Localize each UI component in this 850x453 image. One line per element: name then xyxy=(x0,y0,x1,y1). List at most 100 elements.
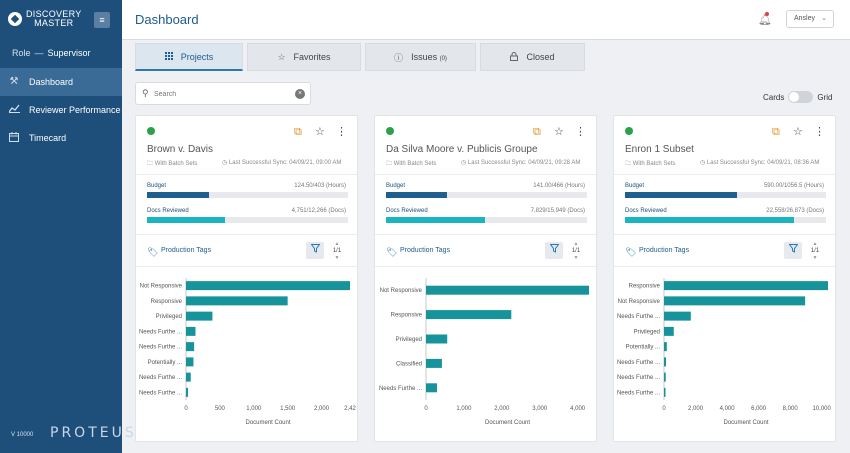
chart-bar[interactable] xyxy=(426,310,512,320)
app-logo[interactable]: DISCOVERY MASTER xyxy=(8,10,82,28)
more-options-icon[interactable]: ⋮ xyxy=(575,126,586,138)
hamburger-icon[interactable]: ≡ xyxy=(94,12,110,28)
project-name[interactable]: Da Silva Moore v. Publicis Groupe xyxy=(386,144,538,155)
project-name[interactable]: Enron 1 Subset xyxy=(625,144,694,155)
divider xyxy=(614,174,835,175)
chart-bar[interactable] xyxy=(664,281,828,291)
info-icon: ⓘ xyxy=(394,52,404,63)
category-label: Needs Furthe ... xyxy=(379,386,422,392)
copy-icon[interactable]: ⧉ xyxy=(294,126,302,138)
folder-icon: 🗀︎ xyxy=(386,161,393,167)
chart-bar[interactable] xyxy=(664,342,667,352)
more-options-icon[interactable]: ⋮ xyxy=(336,126,347,138)
category-label: Privileged xyxy=(156,314,182,320)
search-input[interactable] xyxy=(154,87,294,101)
tab-label: Projects xyxy=(180,51,214,62)
view-toggle-switch[interactable] xyxy=(788,91,814,103)
last-sync-label: Last Successful Sync: xyxy=(228,160,288,166)
production-tags-label[interactable]: Production Tags xyxy=(161,247,212,254)
project-card[interactable]: ⧉ ☆ ⋮ Enron 1 Subset 🗀︎ With Batch Sets … xyxy=(613,115,836,442)
project-card[interactable]: ⧉ ☆ ⋮ Da Silva Moore v. Publicis Groupe … xyxy=(374,115,597,442)
chart-bar[interactable] xyxy=(186,387,189,397)
budget-value: 124.50/403 (Hours) xyxy=(294,183,346,189)
chevron-down-icon[interactable]: ▼ xyxy=(334,255,340,261)
copy-icon[interactable]: ⧉ xyxy=(533,126,541,138)
chart-bar[interactable] xyxy=(426,285,589,295)
filter-button[interactable] xyxy=(784,242,802,259)
chevron-down-icon[interactable]: ▼ xyxy=(573,255,579,261)
chevron-down-icon[interactable]: ▼ xyxy=(812,255,818,261)
x-tick-label: 2,000 xyxy=(494,406,510,412)
batch-sets-label: With Batch Sets xyxy=(154,161,198,167)
chevron-up-icon[interactable]: ▲ xyxy=(812,241,818,247)
chart-bar[interactable] xyxy=(664,357,667,367)
tag-icon: 🏷︎ xyxy=(147,247,159,257)
copy-icon[interactable]: ⧉ xyxy=(772,126,780,138)
tab-closed[interactable]: Closed xyxy=(480,43,585,71)
chart-bar[interactable] xyxy=(664,311,691,321)
chart-bar[interactable] xyxy=(664,326,674,336)
user-menu-button[interactable]: Ansley ⌄ xyxy=(786,10,834,28)
status-indicator xyxy=(386,127,394,135)
view-toggle-grid-label: Grid xyxy=(817,92,833,102)
chart-line-icon xyxy=(7,104,20,116)
sidebar-item-dashboard[interactable]: ⚒ Dashboard xyxy=(0,68,122,96)
category-label: Needs Furthe ... xyxy=(139,329,182,335)
bell-icon[interactable]: 🔔︎ xyxy=(758,14,772,26)
batch-sets-info: 🗀︎ With Batch Sets xyxy=(386,159,436,169)
chevron-up-icon[interactable]: ▲ xyxy=(334,241,340,247)
docs-reviewed-value: 4,751/12,266 (Docs) xyxy=(291,208,346,214)
chart-bar[interactable] xyxy=(186,357,194,367)
filter-button[interactable] xyxy=(306,242,324,259)
tab-issues[interactable]: ⓘ Issues (0) xyxy=(365,43,476,71)
sidebar-item-label: Reviewer Performance xyxy=(29,105,121,115)
production-tags-label[interactable]: Production Tags xyxy=(639,247,690,254)
docs-reviewed-progress xyxy=(386,217,587,223)
last-sync-time: 04/09/21, 08:36 AM xyxy=(767,160,820,166)
production-tags-label[interactable]: Production Tags xyxy=(400,247,451,254)
docs-reviewed-value: 22,558/26,873 (Docs) xyxy=(766,208,824,214)
budget-progress-fill xyxy=(625,192,738,198)
search-icon: ⚲ xyxy=(142,88,149,98)
chart-bar[interactable] xyxy=(664,372,666,382)
clear-search-icon[interactable]: × xyxy=(295,89,305,99)
sidebar-item-timecard[interactable]: Timecard xyxy=(0,124,122,152)
docs-reviewed-progress xyxy=(625,217,826,223)
more-options-icon[interactable]: ⋮ xyxy=(814,126,825,138)
chart-bar[interactable] xyxy=(186,296,288,306)
star-icon[interactable]: ☆ xyxy=(554,126,564,138)
x-tick-label: 2,42 xyxy=(344,406,356,412)
tab-projects[interactable]: Projects xyxy=(135,43,243,71)
sidebar-item-reviewer-performance[interactable]: Reviewer Performance xyxy=(0,96,122,124)
x-tick-label: 8,000 xyxy=(783,406,799,412)
chart-bar[interactable] xyxy=(186,326,196,336)
docs-reviewed-progress-fill xyxy=(386,217,485,223)
calendar-icon xyxy=(8,132,20,144)
filter-button[interactable] xyxy=(545,242,563,259)
chart-bar[interactable] xyxy=(186,311,213,321)
docs-reviewed-label: Docs Reviewed xyxy=(386,208,428,214)
divider xyxy=(614,266,835,267)
chart-bar[interactable] xyxy=(186,342,195,352)
role-indicator: Role — Supervisor xyxy=(12,48,91,58)
view-toggle: Cards Grid xyxy=(763,91,832,103)
chart-bar[interactable] xyxy=(426,383,437,393)
chart-bar[interactable] xyxy=(664,296,806,306)
project-name[interactable]: Brown v. Davis xyxy=(147,144,213,155)
last-sync-label: Last Successful Sync: xyxy=(706,160,766,166)
chart-bar[interactable] xyxy=(426,334,448,344)
x-tick-label: 10,000 xyxy=(813,406,832,412)
star-icon[interactable]: ☆ xyxy=(315,126,325,138)
production-tags-chart: Not Responsive Responsive Privileged Classi… xyxy=(379,278,589,426)
project-card[interactable]: ⧉ ☆ ⋮ Brown v. Davis 🗀︎ With Batch Sets … xyxy=(135,115,358,442)
filter-icon xyxy=(310,244,320,253)
tab-favorites[interactable]: ☆ Favorites xyxy=(247,43,361,71)
chart-bar[interactable] xyxy=(426,358,442,368)
sidebar-item-label: Timecard xyxy=(29,133,67,143)
chart-bar[interactable] xyxy=(664,387,666,397)
star-icon[interactable]: ☆ xyxy=(793,126,803,138)
tab-label: Issues xyxy=(411,52,438,62)
chevron-up-icon[interactable]: ▲ xyxy=(573,241,579,247)
chart-bar[interactable] xyxy=(186,281,350,291)
chart-bar[interactable] xyxy=(186,372,191,382)
